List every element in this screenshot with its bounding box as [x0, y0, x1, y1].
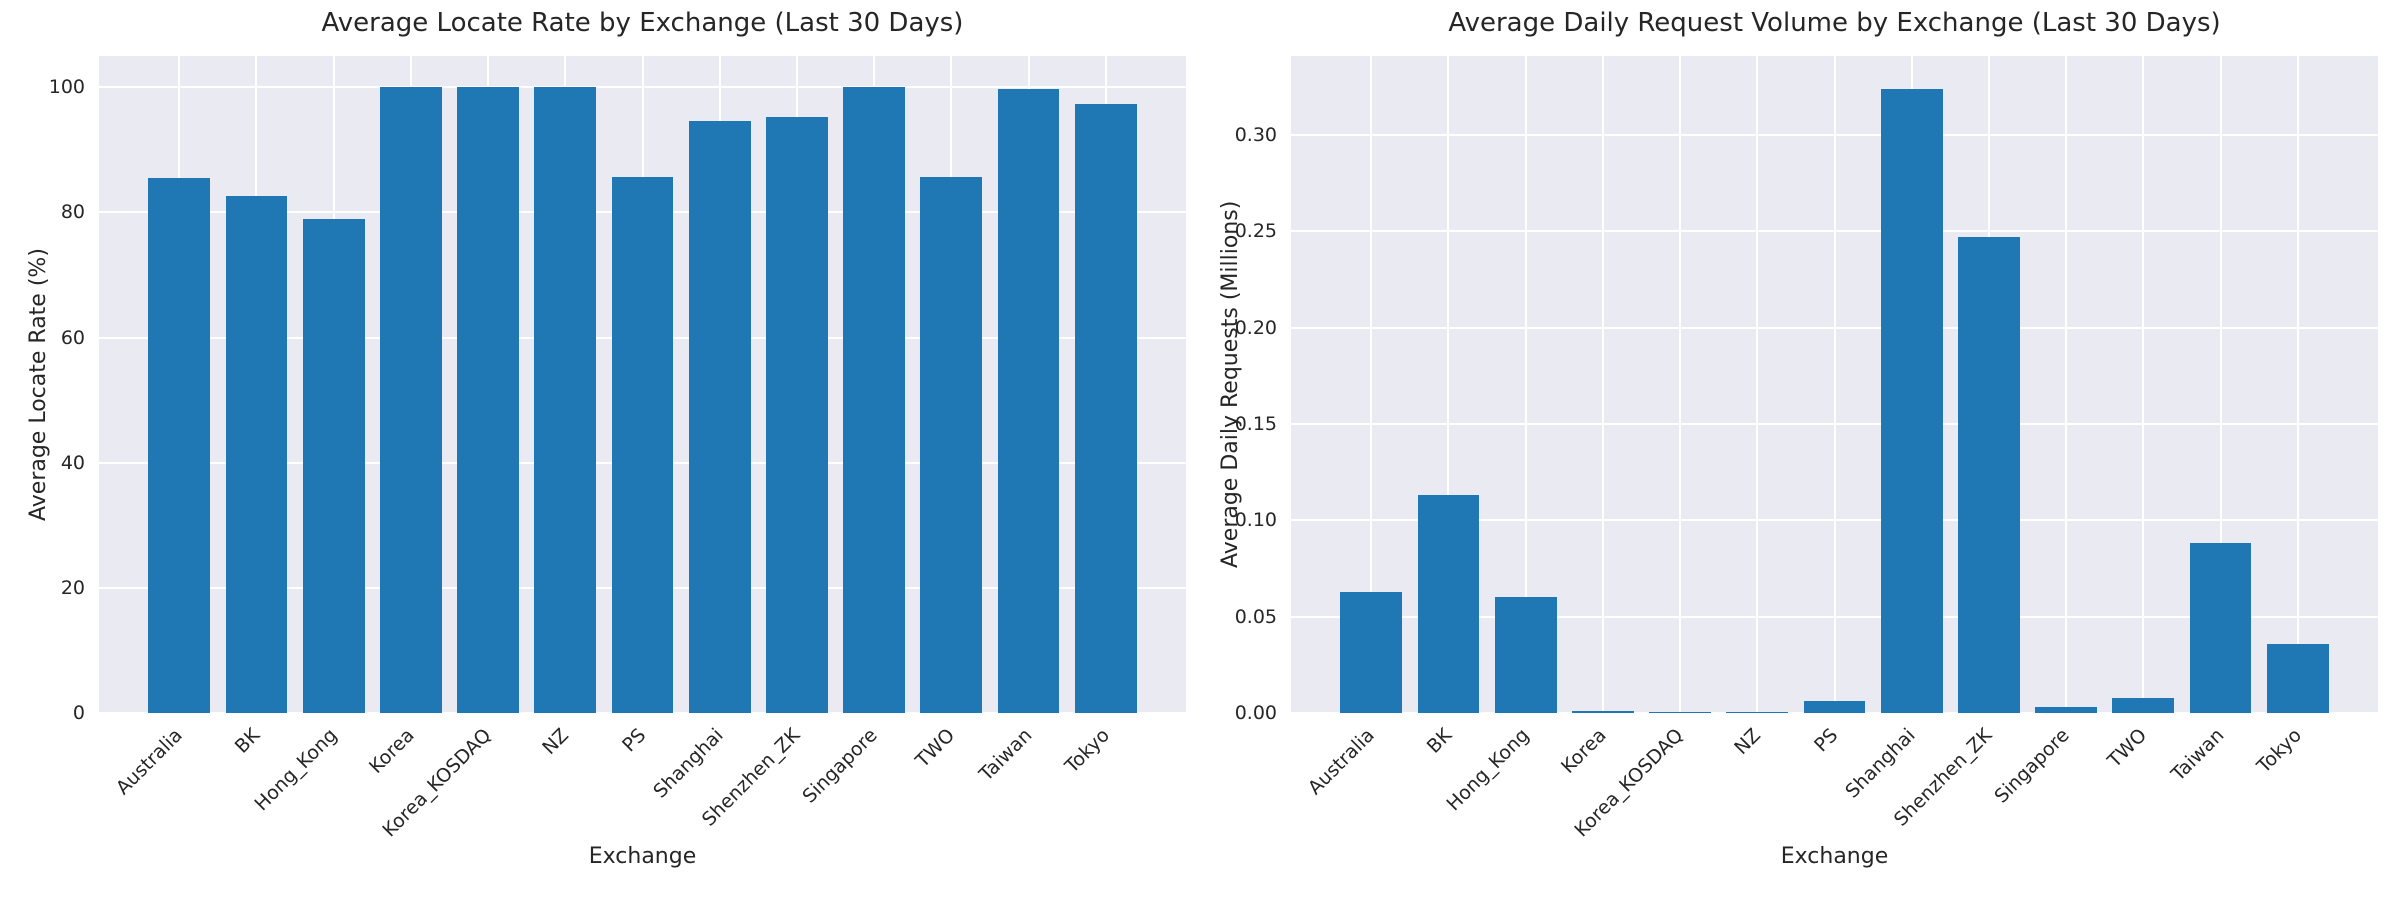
gridline-h	[1291, 615, 2378, 618]
x-tick-label: Shanghai	[649, 724, 728, 803]
x-tick-label: NZ	[1730, 724, 1766, 760]
gridline-h	[1291, 422, 2378, 425]
bar-shenzhen_zk	[766, 116, 828, 713]
x-tick-label: Tokyo	[1060, 724, 1114, 778]
plot-area	[99, 56, 1186, 713]
y-tick-label: 0	[72, 702, 85, 724]
y-tick-label: 0.00	[1234, 702, 1277, 724]
gridline-v	[1447, 56, 1450, 713]
y-tick-label: 0.10	[1234, 509, 1277, 532]
gridline-h	[1291, 326, 2378, 329]
bar-shanghai	[1880, 88, 1943, 713]
bar-bk	[1417, 495, 1480, 713]
x-tick-label: Taiwan	[975, 724, 1037, 786]
bar-taiwan	[997, 88, 1060, 713]
x-tick-label: Taiwan	[2167, 724, 2229, 786]
locate-rate-chart: Average Locate Rate by Exchange (Last 30…	[26, 8, 1186, 869]
bar-hong_kong	[302, 218, 365, 713]
bar-korea_kosdaq	[1649, 712, 1711, 713]
x-tick-label: PS	[1810, 724, 1843, 757]
x-tick-label: Shanghai	[1841, 724, 1920, 803]
x-axis-label: Exchange	[1780, 844, 1889, 869]
x-tick-label: Korea	[1557, 724, 1611, 778]
bar-australia	[148, 178, 211, 713]
y-tick-label: 100	[48, 76, 85, 99]
y-axis-label: Average Locate Rate (%)	[26, 248, 51, 521]
bar-bk	[225, 195, 288, 713]
bar-nz	[534, 87, 597, 713]
x-tick-label: BK	[230, 724, 265, 758]
bar-australia	[1340, 591, 1403, 713]
bar-singapore	[843, 87, 905, 713]
bar-tokyo	[1074, 103, 1137, 713]
x-axis-label: Exchange	[588, 844, 697, 869]
gridline-v	[2065, 56, 2068, 713]
bar-nz	[1726, 711, 1789, 713]
y-tick-label: 60	[60, 326, 85, 349]
x-tick-label: TWO	[2103, 724, 2152, 772]
x-tick-label: Australia	[112, 724, 188, 800]
bar-hong_kong	[1494, 597, 1557, 713]
bar-taiwan	[2189, 543, 2252, 713]
gridline-h	[1291, 230, 2378, 233]
x-tick-label: Singapore	[1990, 724, 2074, 808]
y-tick-label: 0.15	[1234, 412, 1277, 435]
bar-ps	[611, 176, 674, 713]
plot-area	[1291, 56, 2378, 713]
x-tick-label: PS	[618, 724, 651, 757]
y-tick-label: 20	[60, 576, 85, 599]
gridline-h	[1291, 519, 2378, 522]
bar-two	[2112, 697, 2175, 713]
bar-korea	[380, 87, 442, 713]
gridline-v	[1833, 56, 1836, 713]
gridline-v	[1601, 56, 1604, 713]
y-tick-label: 0.20	[1234, 316, 1277, 339]
bar-tokyo	[2266, 643, 2329, 713]
bar-two	[920, 176, 983, 713]
x-tick-label: TWO	[911, 724, 960, 772]
chart-title: Average Daily Request Volume by Exchange…	[1448, 8, 2221, 38]
gridline-h	[99, 86, 1186, 89]
x-tick-label: NZ	[538, 724, 574, 760]
x-tick-label: Korea	[365, 724, 419, 778]
daily-request-volume-chart: Average Daily Request Volume by Exchange…	[1200, 0, 2400, 900]
bar-singapore	[2035, 707, 2097, 713]
chart-title: Average Locate Rate by Exchange (Last 30…	[321, 8, 964, 38]
gridline-v	[1679, 56, 1682, 713]
y-tick-label: 0.30	[1234, 123, 1277, 146]
x-tick-label: Tokyo	[2252, 724, 2306, 778]
gridline-v	[1370, 56, 1373, 713]
bar-shanghai	[688, 121, 751, 713]
x-tick-label: Singapore	[798, 724, 882, 808]
bar-ps	[1803, 701, 1866, 713]
y-tick-label: 80	[60, 201, 85, 224]
y-tick-label: 0.25	[1234, 220, 1277, 243]
y-tick-label: 0.05	[1234, 605, 1277, 628]
gridline-h	[1291, 133, 2378, 136]
bar-shenzhen_zk	[1958, 237, 2020, 713]
x-tick-label: BK	[1422, 724, 1457, 758]
gridline-v	[2296, 56, 2299, 713]
bar-korea	[1572, 711, 1634, 713]
bar-korea_kosdaq	[457, 87, 519, 713]
gridline-v	[2219, 56, 2222, 713]
gridline-v	[2142, 56, 2145, 713]
y-tick-label: 40	[60, 451, 85, 474]
x-tick-label: Australia	[1304, 724, 1380, 800]
gridline-v	[1524, 56, 1527, 713]
gridline-v	[1756, 56, 1759, 713]
